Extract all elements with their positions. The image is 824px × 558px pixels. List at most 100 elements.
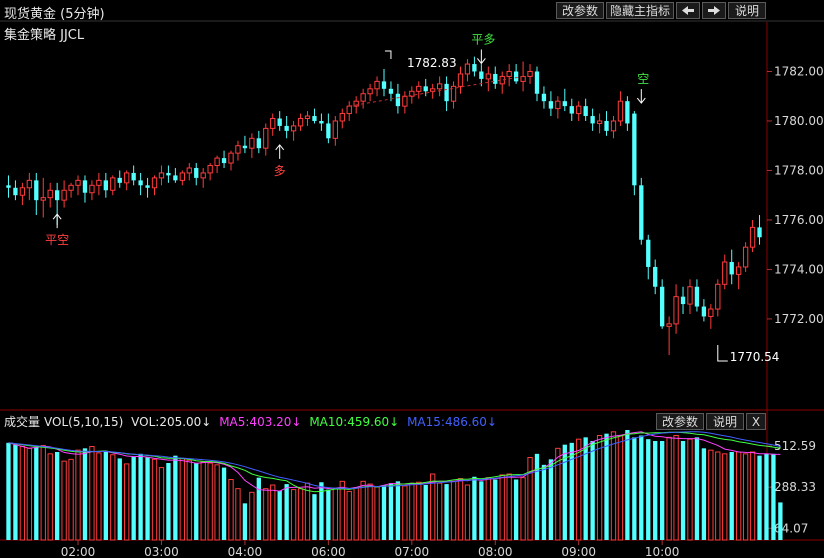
candle (701, 299, 707, 322)
candle-body (625, 101, 630, 124)
candle (527, 64, 533, 84)
candle-body (632, 113, 637, 186)
vol-help-button[interactable]: 说明 (706, 413, 744, 430)
vol-close-button[interactable]: X (746, 413, 766, 430)
candle (506, 64, 512, 87)
candle (680, 286, 686, 314)
candle (479, 64, 484, 87)
volume-bar (346, 490, 352, 541)
volume-bar (103, 452, 108, 540)
volume-bar (485, 477, 491, 541)
candle-body (722, 261, 728, 285)
volume-bar (708, 449, 714, 541)
candle-body (673, 296, 679, 325)
volume-bar (207, 462, 213, 541)
volume-bar (290, 489, 297, 541)
volume-bar (117, 458, 122, 540)
volume-legend: 成交量 VOL(5,10,15) VOL:205.00↓ MA5:403.20↓ … (4, 413, 501, 430)
volume-bar (186, 459, 192, 541)
volume-bar (555, 447, 561, 541)
candle-body (194, 167, 199, 178)
candle-body (103, 180, 108, 191)
volume-bar (339, 480, 345, 541)
signal-label: 空 (637, 72, 649, 86)
candle (472, 56, 477, 77)
signal-marker: 平空 (45, 213, 69, 247)
candle-body (179, 172, 185, 181)
low-price-annotation: 1770.54 (717, 345, 779, 364)
candle-body (742, 246, 749, 268)
candle (562, 88, 567, 112)
candle (736, 262, 742, 290)
candle-body (485, 73, 491, 80)
volume-bar (687, 438, 693, 541)
candle (513, 64, 519, 84)
candle (221, 150, 227, 168)
candle (583, 98, 588, 121)
high-price-label: 1782.83 (407, 56, 457, 70)
candle (270, 113, 276, 136)
candle-body (464, 63, 471, 75)
candle-body (96, 179, 102, 186)
volume-bar (632, 437, 637, 540)
arrow-left-icon[interactable] (676, 2, 700, 19)
candle (409, 86, 415, 104)
candle-body (513, 71, 519, 82)
volume-bar (131, 456, 136, 540)
candle-body (736, 266, 742, 275)
candle (26, 172, 32, 201)
candle (89, 180, 95, 201)
time-tick-label: 07:00 (395, 545, 430, 558)
change-params-button[interactable]: 改参数 (556, 2, 604, 19)
candle (534, 66, 540, 102)
volume-bar (576, 438, 582, 541)
candle-body (47, 189, 53, 199)
volume-bar (312, 494, 317, 540)
help-button[interactable]: 说明 (728, 2, 766, 19)
volume-bar (715, 451, 721, 541)
candle (173, 167, 178, 183)
candle (235, 140, 241, 161)
arrow-right-icon[interactable] (702, 2, 726, 19)
candle-body (166, 172, 171, 176)
candle-body (562, 101, 567, 107)
volume-bar (610, 431, 617, 541)
candle-body (604, 120, 609, 131)
candle (423, 78, 428, 97)
volume-bar (617, 435, 624, 541)
volume-bar (145, 457, 150, 540)
candle-body (55, 190, 60, 201)
hide-indicator-button[interactable]: 隐藏主指标 (606, 2, 674, 19)
volume-bar (179, 457, 185, 541)
candle-body (610, 120, 617, 132)
vol-change-params-button[interactable]: 改参数 (656, 413, 704, 430)
candlestick-series (6, 56, 762, 356)
time-tick-label: 04:00 (228, 545, 263, 558)
candle-body (235, 145, 241, 154)
volume-bar (360, 480, 366, 541)
volume-bar (527, 457, 533, 541)
candle (395, 83, 401, 114)
candle-body (186, 167, 192, 174)
candle (464, 59, 471, 82)
volume-bar (173, 455, 178, 540)
volume-bar (604, 433, 609, 540)
price-tick-label: 1776.00 (774, 213, 824, 227)
volume-bar (82, 448, 88, 540)
volume-bar (96, 452, 102, 541)
candle-body (26, 179, 32, 189)
candle-body (270, 118, 276, 129)
volume-tick-label: 64.07 (774, 521, 808, 535)
price-tick-label: 1774.00 (774, 262, 824, 276)
candle-body (694, 286, 700, 307)
volume-value: VOL:205.00↓ (131, 415, 212, 429)
candle (19, 182, 26, 206)
candle (158, 165, 165, 186)
candle-body (138, 180, 143, 186)
candle (312, 108, 317, 124)
volume-bar (19, 446, 26, 541)
candle (493, 66, 498, 89)
candle (604, 111, 609, 136)
volume-bar (221, 467, 227, 540)
price-tick-label: 1782.00 (774, 64, 824, 78)
